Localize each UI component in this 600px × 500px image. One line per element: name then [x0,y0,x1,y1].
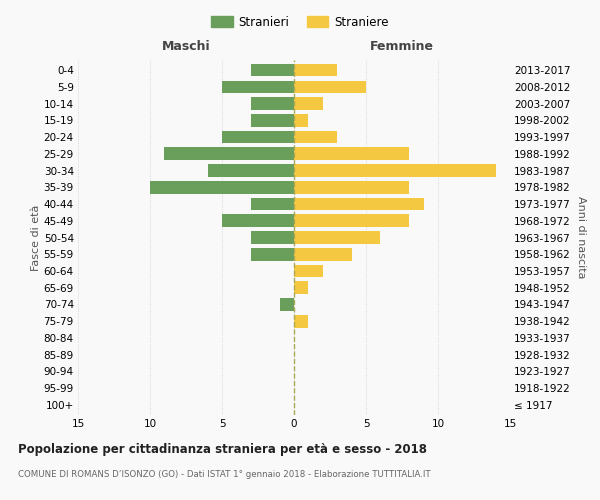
Bar [294,198,424,210]
Bar [251,231,294,244]
Bar [222,130,294,143]
Y-axis label: Fasce di età: Fasce di età [31,204,41,270]
Bar [294,214,409,227]
Bar [294,98,323,110]
Bar [294,282,308,294]
Bar [294,315,308,328]
Bar [294,231,380,244]
Text: Maschi: Maschi [161,40,211,52]
Y-axis label: Anni di nascita: Anni di nascita [577,196,586,279]
Bar [294,148,409,160]
Bar [280,298,294,311]
Bar [294,130,337,143]
Bar [294,181,409,194]
Bar [294,164,496,177]
Bar [251,248,294,260]
Bar [251,198,294,210]
Bar [294,264,323,278]
Bar [222,214,294,227]
Text: COMUNE DI ROMANS D’ISONZO (GO) - Dati ISTAT 1° gennaio 2018 - Elaborazione TUTTI: COMUNE DI ROMANS D’ISONZO (GO) - Dati IS… [18,470,431,479]
Bar [164,148,294,160]
Bar [251,98,294,110]
Bar [251,114,294,126]
Bar [294,248,352,260]
Text: Femmine: Femmine [370,40,434,52]
Bar [294,114,308,126]
Legend: Stranieri, Straniere: Stranieri, Straniere [206,11,394,34]
Bar [251,64,294,76]
Bar [294,64,337,76]
Bar [208,164,294,177]
Bar [222,80,294,93]
Bar [294,80,366,93]
Text: Popolazione per cittadinanza straniera per età e sesso - 2018: Popolazione per cittadinanza straniera p… [18,442,427,456]
Bar [150,181,294,194]
